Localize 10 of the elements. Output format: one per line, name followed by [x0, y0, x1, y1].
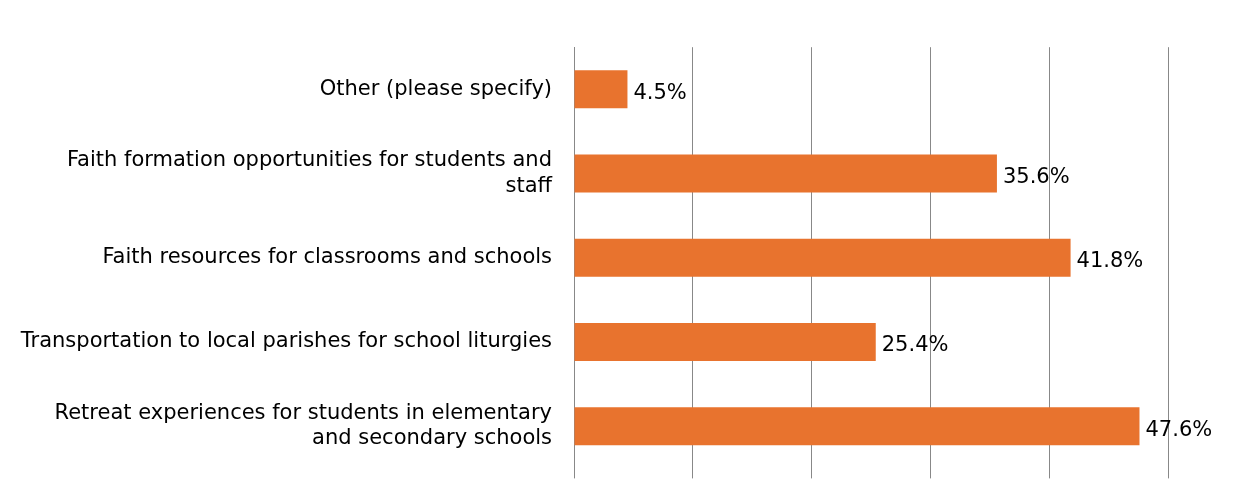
data-label: 35.6% [1002, 164, 1070, 189]
y-tick-label: Retreat experiences for students in elementary and secondary schools [54, 400, 552, 450]
data-label: 25.4% [881, 332, 949, 357]
y-tick-label: Faith formation opportunities for students and staff [66, 147, 553, 197]
data-label: 4.5% [633, 79, 687, 104]
data-label: 47.6% [1145, 416, 1213, 441]
data-label: 41.8% [1076, 248, 1144, 273]
y-tick-label: Transportation to local parishes for school liturgies [19, 328, 552, 353]
y-tick-label: Other (please specify) [319, 75, 552, 100]
y-tick-label: Faith resources for classrooms and schools [102, 244, 552, 269]
